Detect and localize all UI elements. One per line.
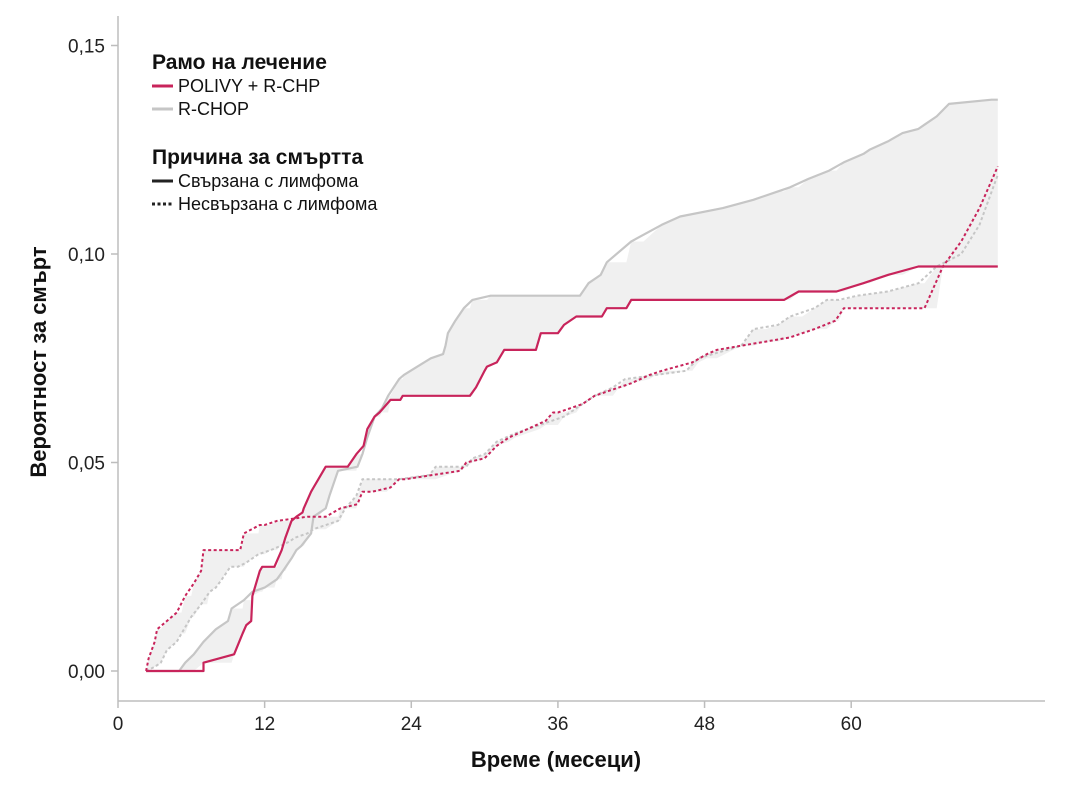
x-tick-label: 36 xyxy=(547,714,568,735)
legend-title-arm: Рамо на лечение xyxy=(152,51,327,74)
x-tick-label: 12 xyxy=(254,714,275,735)
line-rchop-lymphoma-related xyxy=(146,98,998,673)
legend: Рамо на лечение POLIVY + R-CHP R-CHOP Пр… xyxy=(152,51,378,214)
band-lymphoma-related xyxy=(146,99,998,671)
legend-title-cause: Причина за смъртта xyxy=(152,146,363,169)
x-axis-title: Време (месеци) xyxy=(471,747,641,772)
y-axis-title: Вероятност за смърт xyxy=(26,246,51,478)
y-tick-label: 0,05 xyxy=(68,454,105,475)
series-lines xyxy=(145,98,999,673)
line-polivy-lymphoma-related xyxy=(146,265,998,673)
legend-label-polivy: POLIVY + R-CHP xyxy=(178,76,320,96)
y-tick-label: 0,15 xyxy=(68,37,105,58)
x-tick-label: 60 xyxy=(841,714,862,735)
shaded-difference-bands xyxy=(146,99,998,671)
x-tick-label: 0 xyxy=(113,714,124,735)
axes: 0 12 24 36 48 60 0,00 0,05 0,10 0,15 xyxy=(68,16,1045,735)
line-polivy-non-lymphoma xyxy=(145,165,999,672)
y-tick-label: 0,00 xyxy=(68,662,105,683)
legend-label-non-lymphoma: Несвързана с лимфома xyxy=(178,194,378,214)
x-tick-label: 24 xyxy=(401,714,423,735)
y-ticks: 0,00 0,05 0,10 0,15 xyxy=(68,37,118,683)
x-ticks: 0 12 24 36 48 60 xyxy=(113,701,862,735)
legend-label-rchop: R-CHOP xyxy=(178,99,249,119)
line-rchop-non-lymphoma xyxy=(145,174,999,672)
x-tick-label: 48 xyxy=(694,714,715,735)
y-tick-label: 0,10 xyxy=(68,245,105,266)
legend-label-lymphoma-related: Свързана с лимфома xyxy=(178,171,359,191)
